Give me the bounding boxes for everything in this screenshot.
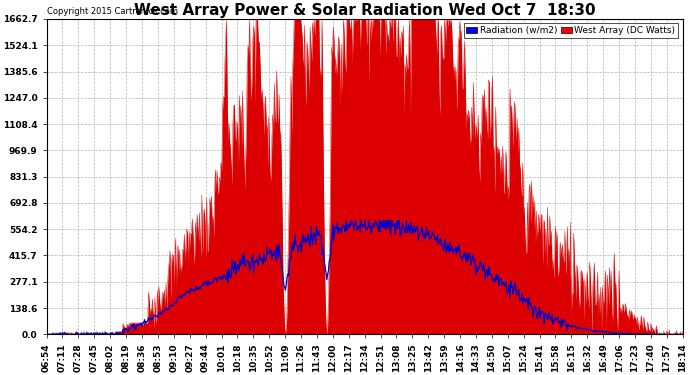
Legend: Radiation (w/m2), West Array (DC Watts): Radiation (w/m2), West Array (DC Watts) (464, 24, 678, 38)
Title: West Array Power & Solar Radiation Wed Oct 7  18:30: West Array Power & Solar Radiation Wed O… (134, 3, 595, 18)
Text: Copyright 2015 Cartronics.com: Copyright 2015 Cartronics.com (46, 7, 177, 16)
